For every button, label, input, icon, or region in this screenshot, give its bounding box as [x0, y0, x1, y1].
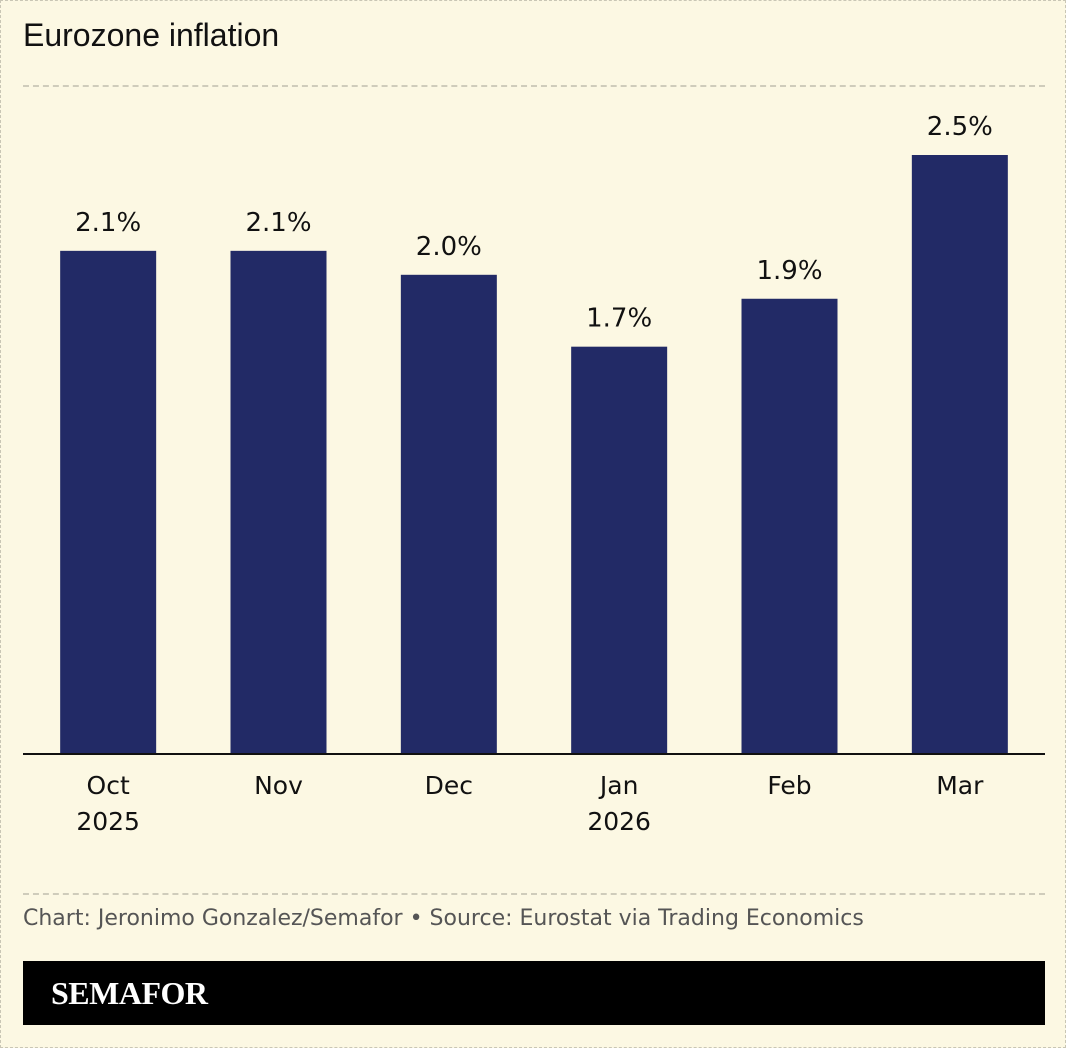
value-label: 2.1% [75, 208, 141, 238]
x-tick-label: Oct 2025 [76, 771, 140, 836]
bar [741, 298, 838, 754]
x-tick-label: Feb [767, 771, 812, 800]
divider [23, 893, 1045, 895]
bar [571, 346, 668, 754]
chart-title: Eurozone inflation [23, 17, 280, 53]
x-tick-label: Nov [254, 771, 303, 800]
value-label: 2.5% [927, 112, 993, 142]
bar [911, 155, 1008, 754]
value-label: 1.9% [756, 256, 822, 286]
x-tick-label: Mar [936, 771, 984, 800]
chart: 2.1% 2.1% 2.0% 1.7% 1.9% 2.5% [23, 112, 1045, 755]
value-label: 1.7% [586, 304, 652, 334]
value-label: 2.0% [416, 232, 482, 262]
divider [23, 85, 1045, 87]
brand-logo: SEMAFOR [51, 975, 208, 1011]
bar [230, 250, 327, 754]
bar [60, 250, 157, 754]
brand-bar: SEMAFOR [23, 961, 1045, 1025]
x-tick-label: Dec [424, 771, 474, 800]
bar [400, 274, 497, 754]
value-label: 2.1% [245, 208, 311, 238]
source-note: Chart: Jeronimo Gonzalez/Semafor • Sourc… [23, 906, 864, 931]
x-tick-label: Jan 2026 [587, 771, 651, 836]
